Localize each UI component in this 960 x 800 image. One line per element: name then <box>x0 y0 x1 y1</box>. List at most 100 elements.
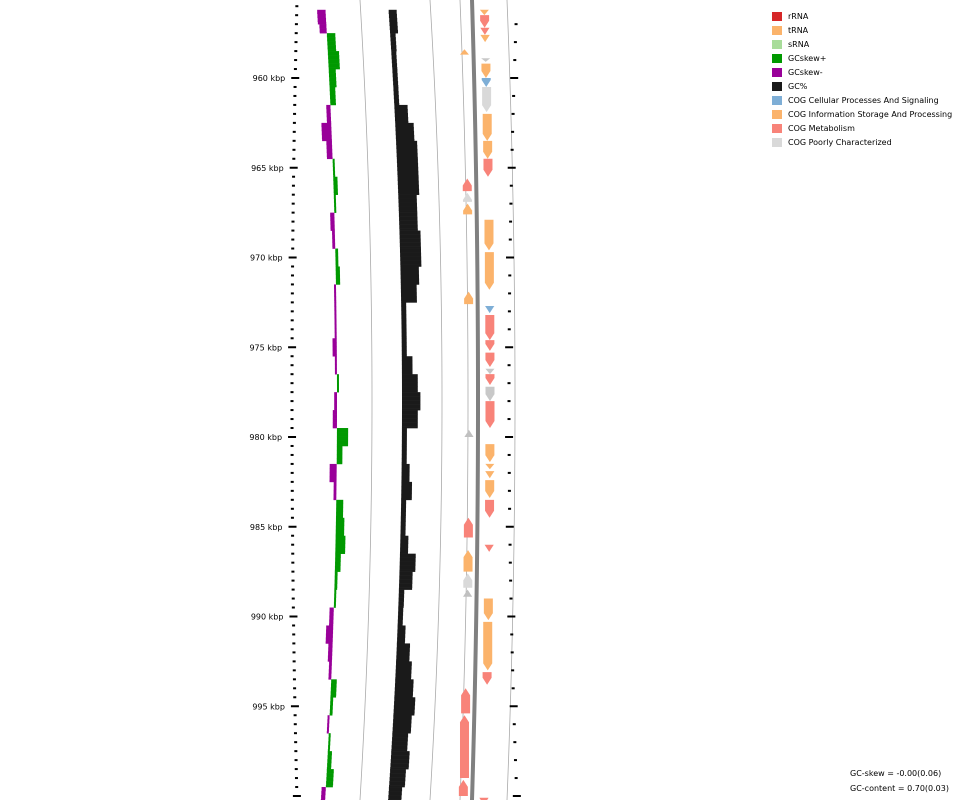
minor-tick <box>291 184 295 187</box>
gc-content-bar <box>401 338 407 343</box>
minor-tick <box>292 633 296 636</box>
gc-skew-bar <box>330 220 335 225</box>
gc-skew-bar <box>328 665 332 670</box>
gc-skew-bar <box>329 661 332 666</box>
right-major-tick <box>506 256 515 259</box>
gc-skew-bar <box>334 589 337 594</box>
gc-content-bar <box>401 440 407 445</box>
gc-skew-bar <box>333 174 336 178</box>
gc-skew-bar <box>328 741 331 746</box>
minor-tick <box>294 50 298 53</box>
gc-content-bar <box>396 643 411 648</box>
gc-content-bar <box>395 130 415 136</box>
gc-content-bar <box>396 641 405 644</box>
gc-content-bar <box>400 260 422 265</box>
gc-content-bar <box>401 354 407 357</box>
minor-tick <box>290 507 294 510</box>
gc-skew-bar <box>333 176 338 182</box>
gc-content-bar <box>402 400 421 405</box>
cds-feature <box>485 499 495 518</box>
gc-content-bar <box>401 332 407 337</box>
position-axis: 960 kbp 965 kbp 970 kbp 975 kbp 980 kbp 985 k… <box>249 5 521 797</box>
minor-tick <box>293 714 297 717</box>
gc-content-bar <box>389 21 398 27</box>
cds-feature <box>485 471 495 479</box>
gc-skew-bar <box>336 386 339 391</box>
gc-skew-bar <box>335 282 341 285</box>
gc-skew-bar <box>335 529 345 535</box>
cds-feature <box>485 305 495 314</box>
gc-skew-bar <box>332 346 337 351</box>
gc-content-bar <box>392 733 409 738</box>
gc-content-bar <box>401 428 407 433</box>
gc-content-bar <box>400 525 406 531</box>
gc-skew-bar <box>321 795 326 800</box>
gc-skew-bar <box>326 33 336 38</box>
legend-swatch <box>772 53 782 63</box>
right-minor-tick <box>513 759 517 762</box>
gc-content-bar <box>398 607 404 612</box>
gc-skew-bar <box>333 497 337 501</box>
cds-feature <box>481 58 491 62</box>
minor-tick <box>290 400 294 403</box>
gc-skew-bar <box>330 224 335 229</box>
cds-feature <box>485 352 495 367</box>
minor-tick <box>292 651 296 654</box>
legend-swatch <box>772 81 782 91</box>
gc-skew-bar <box>327 45 336 50</box>
gc-content-bar <box>397 615 403 620</box>
minor-tick <box>290 471 294 474</box>
gc-content-bar <box>399 246 421 249</box>
gc-skew-bar <box>336 503 344 509</box>
gc-skew-bar <box>332 162 335 168</box>
minor-tick <box>292 139 296 142</box>
gc-content-bar <box>391 749 408 752</box>
gc-skew-bar <box>332 418 337 423</box>
gc-skew-bar <box>332 234 335 239</box>
gc-content-bar <box>395 673 412 678</box>
cds-feature <box>459 715 469 779</box>
minor-tick <box>294 32 298 35</box>
gc-content-bar <box>401 328 407 333</box>
minor-tick <box>292 175 296 178</box>
gc-skew-bar <box>321 126 332 132</box>
gc-skew-bar <box>334 408 337 411</box>
minor-tick <box>291 561 295 564</box>
cds-feature <box>461 688 471 714</box>
cds-feature <box>480 15 490 28</box>
minor-tick <box>290 391 294 394</box>
gc-content-bar <box>401 475 410 481</box>
right-minor-tick <box>508 274 512 277</box>
right-major-tick <box>512 795 521 797</box>
right-minor-tick <box>513 741 517 744</box>
cds-feature <box>462 192 472 202</box>
gc-skew-bar <box>335 264 339 267</box>
gc-skew-bar <box>329 479 337 483</box>
gc-skew-bar <box>327 763 332 768</box>
cds-feature <box>482 86 492 113</box>
tick-label: 970 kbp <box>250 254 283 263</box>
major-tick <box>291 77 300 79</box>
gc-skew-bar <box>327 49 337 52</box>
gc-skew-bar <box>328 673 332 678</box>
gc-content-bar <box>397 176 419 182</box>
gc-content-bar <box>390 755 410 760</box>
gc-skew-bar <box>326 156 333 160</box>
legend-item: COG Metabolism <box>772 121 952 135</box>
gc-content-bar <box>401 302 407 307</box>
gc-skew-bar <box>330 228 335 231</box>
backbone-line <box>470 0 480 800</box>
gc-skew-bar <box>336 440 349 445</box>
gc-content-bar <box>401 368 413 373</box>
right-minor-tick <box>512 723 516 726</box>
gc-skew-bar <box>332 350 337 355</box>
gc-skew-bar <box>334 404 337 409</box>
gc-content-bar <box>394 695 413 698</box>
gc-content-bar <box>400 252 422 257</box>
gc-skew-bar <box>325 785 333 788</box>
gc-content-bar <box>401 314 407 319</box>
gc-content-bar <box>394 108 408 114</box>
gc-content-bar <box>389 781 406 786</box>
tick-label: 960 kbp <box>253 74 286 83</box>
right-minor-tick <box>507 328 511 331</box>
